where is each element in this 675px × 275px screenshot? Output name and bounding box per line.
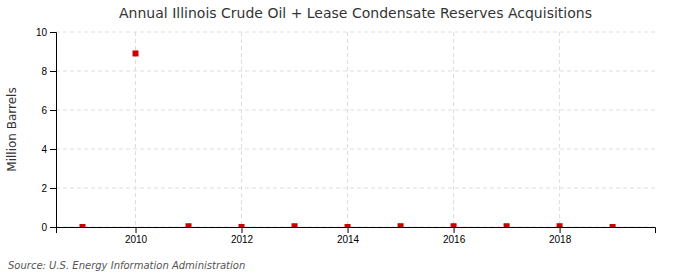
tick-mark — [560, 227, 561, 233]
tick: 6 — [41, 105, 56, 116]
tick: 2 — [41, 183, 56, 194]
point — [186, 223, 192, 227]
tick-mark — [50, 227, 56, 228]
points — [80, 50, 616, 227]
grid-line — [135, 32, 136, 227]
grid-line — [56, 110, 655, 111]
grid — [56, 32, 655, 227]
chart: 2010 2012 2014 2016 2018 0 2 4 6 8 10 Annual Illino… — [0, 0, 675, 275]
y-axis-label: Million Barrels — [5, 87, 19, 171]
axis-line — [50, 33, 57, 228]
grid-line — [56, 149, 655, 150]
title: Annual Illinois Crude Oil + Lease Conden… — [119, 5, 592, 21]
tick-label: 2016 — [443, 234, 466, 245]
grid-line — [559, 32, 560, 227]
tick: 2012 — [231, 227, 254, 245]
tick-label: 4 — [41, 144, 47, 155]
tick: 0 — [41, 222, 56, 233]
grid-line — [347, 32, 348, 227]
point — [504, 223, 510, 227]
tick-label: 2010 — [125, 234, 148, 245]
point — [557, 223, 563, 227]
tick-label: 6 — [41, 105, 47, 116]
grid-line — [241, 32, 242, 227]
tick-label: 0 — [41, 222, 47, 233]
point — [133, 50, 139, 56]
point — [610, 224, 616, 227]
tick-mark — [50, 32, 56, 33]
tick-label: 10 — [36, 27, 48, 38]
tick-mark — [50, 149, 56, 150]
tick-mark — [50, 188, 56, 189]
point — [451, 223, 457, 227]
tick-label: 2012 — [231, 234, 254, 245]
grid-line — [56, 32, 655, 33]
tick: 4 — [41, 144, 56, 155]
tick: 8 — [41, 66, 56, 77]
point — [345, 224, 351, 227]
tick: 2010 — [125, 227, 148, 245]
point — [398, 223, 404, 227]
tick-mark — [454, 227, 455, 233]
tick-mark — [136, 227, 137, 233]
tick-mark — [348, 227, 349, 233]
point — [80, 224, 86, 227]
source: Source: U.S. Energy Information Administ… — [8, 260, 245, 271]
grid-line — [56, 188, 655, 189]
grid-line — [453, 32, 454, 227]
tick-label: 2 — [41, 183, 47, 194]
tick: 10 — [36, 27, 56, 38]
tick-label: 2018 — [549, 234, 572, 245]
point — [239, 224, 245, 227]
grid-line — [56, 71, 655, 72]
tick-mark — [50, 71, 56, 72]
tick-label: 8 — [41, 66, 47, 77]
tick-mark — [50, 110, 56, 111]
tick: 2018 — [549, 227, 572, 245]
point — [292, 223, 298, 227]
tick-mark — [242, 227, 243, 233]
tick: 2014 — [337, 227, 360, 245]
plot-area: 2010 2012 2014 2016 2018 0 2 4 6 8 10 — [36, 27, 656, 245]
y-axis: 0 2 4 6 8 10 — [36, 27, 57, 233]
axis-line — [57, 228, 656, 234]
tick: 2016 — [443, 227, 466, 245]
x-axis: 2010 2012 2014 2016 2018 — [57, 227, 656, 245]
tick-label: 2014 — [337, 234, 360, 245]
